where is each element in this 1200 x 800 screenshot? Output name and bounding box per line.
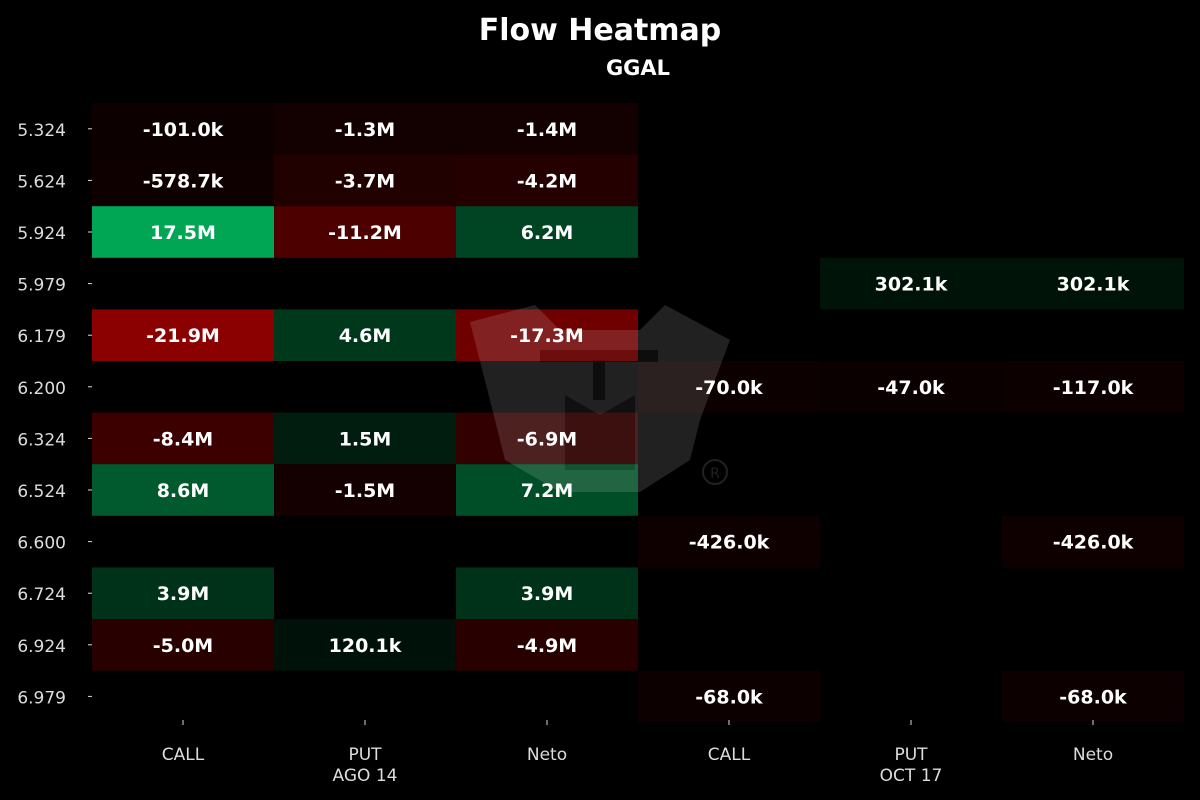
cell-value-labels: -101.0k -1.3M -1.4M -578.7k -3.7M -4.2M 17.5M -…	[143, 119, 1134, 709]
heatmap-cell	[274, 464, 456, 516]
heatmap-cell	[456, 309, 638, 361]
heatmap-cell	[456, 206, 638, 258]
cell-value-label: -17.3M	[510, 325, 584, 347]
heatmap-cell	[1002, 515, 1184, 568]
cell-value-label: 302.1k	[1057, 274, 1130, 296]
y-tick-label: 6.179	[17, 327, 66, 347]
cell-value-label: -117.0k	[1053, 377, 1134, 399]
chart-title: Flow Heatmap	[479, 13, 722, 48]
cell-value-label: 6.2M	[521, 222, 574, 244]
x-tick-label: CALL	[162, 745, 205, 765]
x-group-label: OCT 17	[880, 766, 943, 786]
heatmap-cell	[1002, 670, 1184, 723]
cell-value-label: -4.2M	[517, 170, 577, 192]
cell-value-label: -5.0M	[153, 635, 213, 657]
heatmap-cell	[820, 257, 1002, 310]
heatmap-cell	[1002, 361, 1184, 413]
heatmap-cell	[456, 103, 638, 155]
cell-value-label: 7.2M	[521, 480, 574, 502]
y-tick-label: 6.600	[17, 534, 66, 554]
chart-subtitle: GGAL	[606, 56, 670, 80]
y-tick-label: 6.524	[17, 482, 66, 502]
cell-value-label: -47.0k	[877, 377, 945, 399]
heatmap-cell	[456, 619, 638, 671]
y-tick-label: 6.324	[17, 430, 66, 450]
cell-value-label: 8.6M	[157, 480, 210, 502]
heatmap-cell	[274, 103, 456, 155]
heatmap-cell	[820, 361, 1002, 413]
cell-value-label: -21.9M	[146, 325, 220, 347]
cell-value-label: -6.9M	[517, 428, 577, 450]
heatmap-cell	[456, 154, 638, 207]
heatmap-cell	[92, 309, 274, 361]
heatmap-cell	[638, 670, 820, 723]
y-tick-label: 5.924	[17, 224, 66, 244]
heatmap-cell	[274, 154, 456, 207]
y-tick-label: 5.979	[17, 276, 66, 296]
cell-value-label: -11.2M	[328, 222, 402, 244]
heatmap-cell	[274, 309, 456, 361]
x-tick-label: PUT	[348, 745, 382, 765]
cell-value-label: -8.4M	[153, 428, 213, 450]
cell-value-label: 3.9M	[157, 583, 210, 605]
x-tick-label: CALL	[708, 745, 751, 765]
heatmap-cell	[92, 464, 274, 516]
cell-value-label: 4.6M	[339, 325, 392, 347]
cell-value-label: -1.3M	[335, 119, 395, 141]
y-tick-label: 5.624	[17, 172, 66, 192]
heatmap-cell	[456, 567, 638, 619]
x-tick-label: PUT	[894, 745, 928, 765]
cell-value-label: 1.5M	[339, 428, 392, 450]
y-tick-label: 6.200	[17, 379, 66, 399]
x-axis: CALL PUT Neto CALL PUT Neto AGO 14 OCT 17	[162, 720, 1113, 786]
svg-text:R: R	[710, 466, 720, 482]
heatmap-cell	[638, 361, 820, 413]
cell-value-label: -101.0k	[143, 119, 224, 141]
cell-value-label: -426.0k	[689, 532, 770, 554]
y-tick-label: 6.924	[17, 637, 66, 657]
heatmap-cells	[92, 103, 1184, 723]
heatmap-cell	[456, 412, 638, 465]
x-group-label: AGO 14	[333, 766, 398, 786]
cell-value-label: -68.0k	[1059, 686, 1127, 708]
cell-value-label: 3.9M	[521, 583, 574, 605]
x-tick-label: Neto	[1073, 745, 1113, 765]
heatmap-cell	[92, 567, 274, 619]
heatmap-cell	[274, 206, 456, 258]
y-axis: 5.324 5.624 5.924 5.979 6.179 6.200 6.324 6.524…	[17, 121, 92, 708]
heatmap-cell	[638, 515, 820, 568]
heatmap-cell	[92, 412, 274, 465]
y-tick-label: 6.979	[17, 688, 66, 708]
y-tick-label: 5.324	[17, 121, 66, 141]
cell-value-label: -3.7M	[335, 170, 395, 192]
heatmap-cell	[92, 619, 274, 671]
heatmap-cell	[92, 154, 274, 207]
cell-value-label: -70.0k	[695, 377, 763, 399]
heatmap-cell	[456, 464, 638, 516]
cell-value-label: 120.1k	[329, 635, 402, 657]
heatmap-cell	[1002, 257, 1184, 310]
cell-value-label: -1.5M	[335, 480, 395, 502]
cell-value-label: 302.1k	[875, 274, 948, 296]
cell-value-label: -426.0k	[1053, 532, 1134, 554]
x-tick-label: Neto	[527, 745, 567, 765]
cell-value-label: 17.5M	[150, 222, 216, 244]
y-tick-label: 6.724	[17, 585, 66, 605]
heatmap-cell	[92, 206, 274, 258]
heatmap-cell	[92, 103, 274, 155]
cell-value-label: -68.0k	[695, 686, 763, 708]
cell-value-label: -1.4M	[517, 119, 577, 141]
cell-value-label: -4.9M	[517, 635, 577, 657]
bulldog-watermark-icon: R	[470, 305, 730, 492]
heatmap-cell	[274, 619, 456, 671]
cell-value-label: -578.7k	[143, 170, 224, 192]
heatmap-cell	[274, 412, 456, 465]
